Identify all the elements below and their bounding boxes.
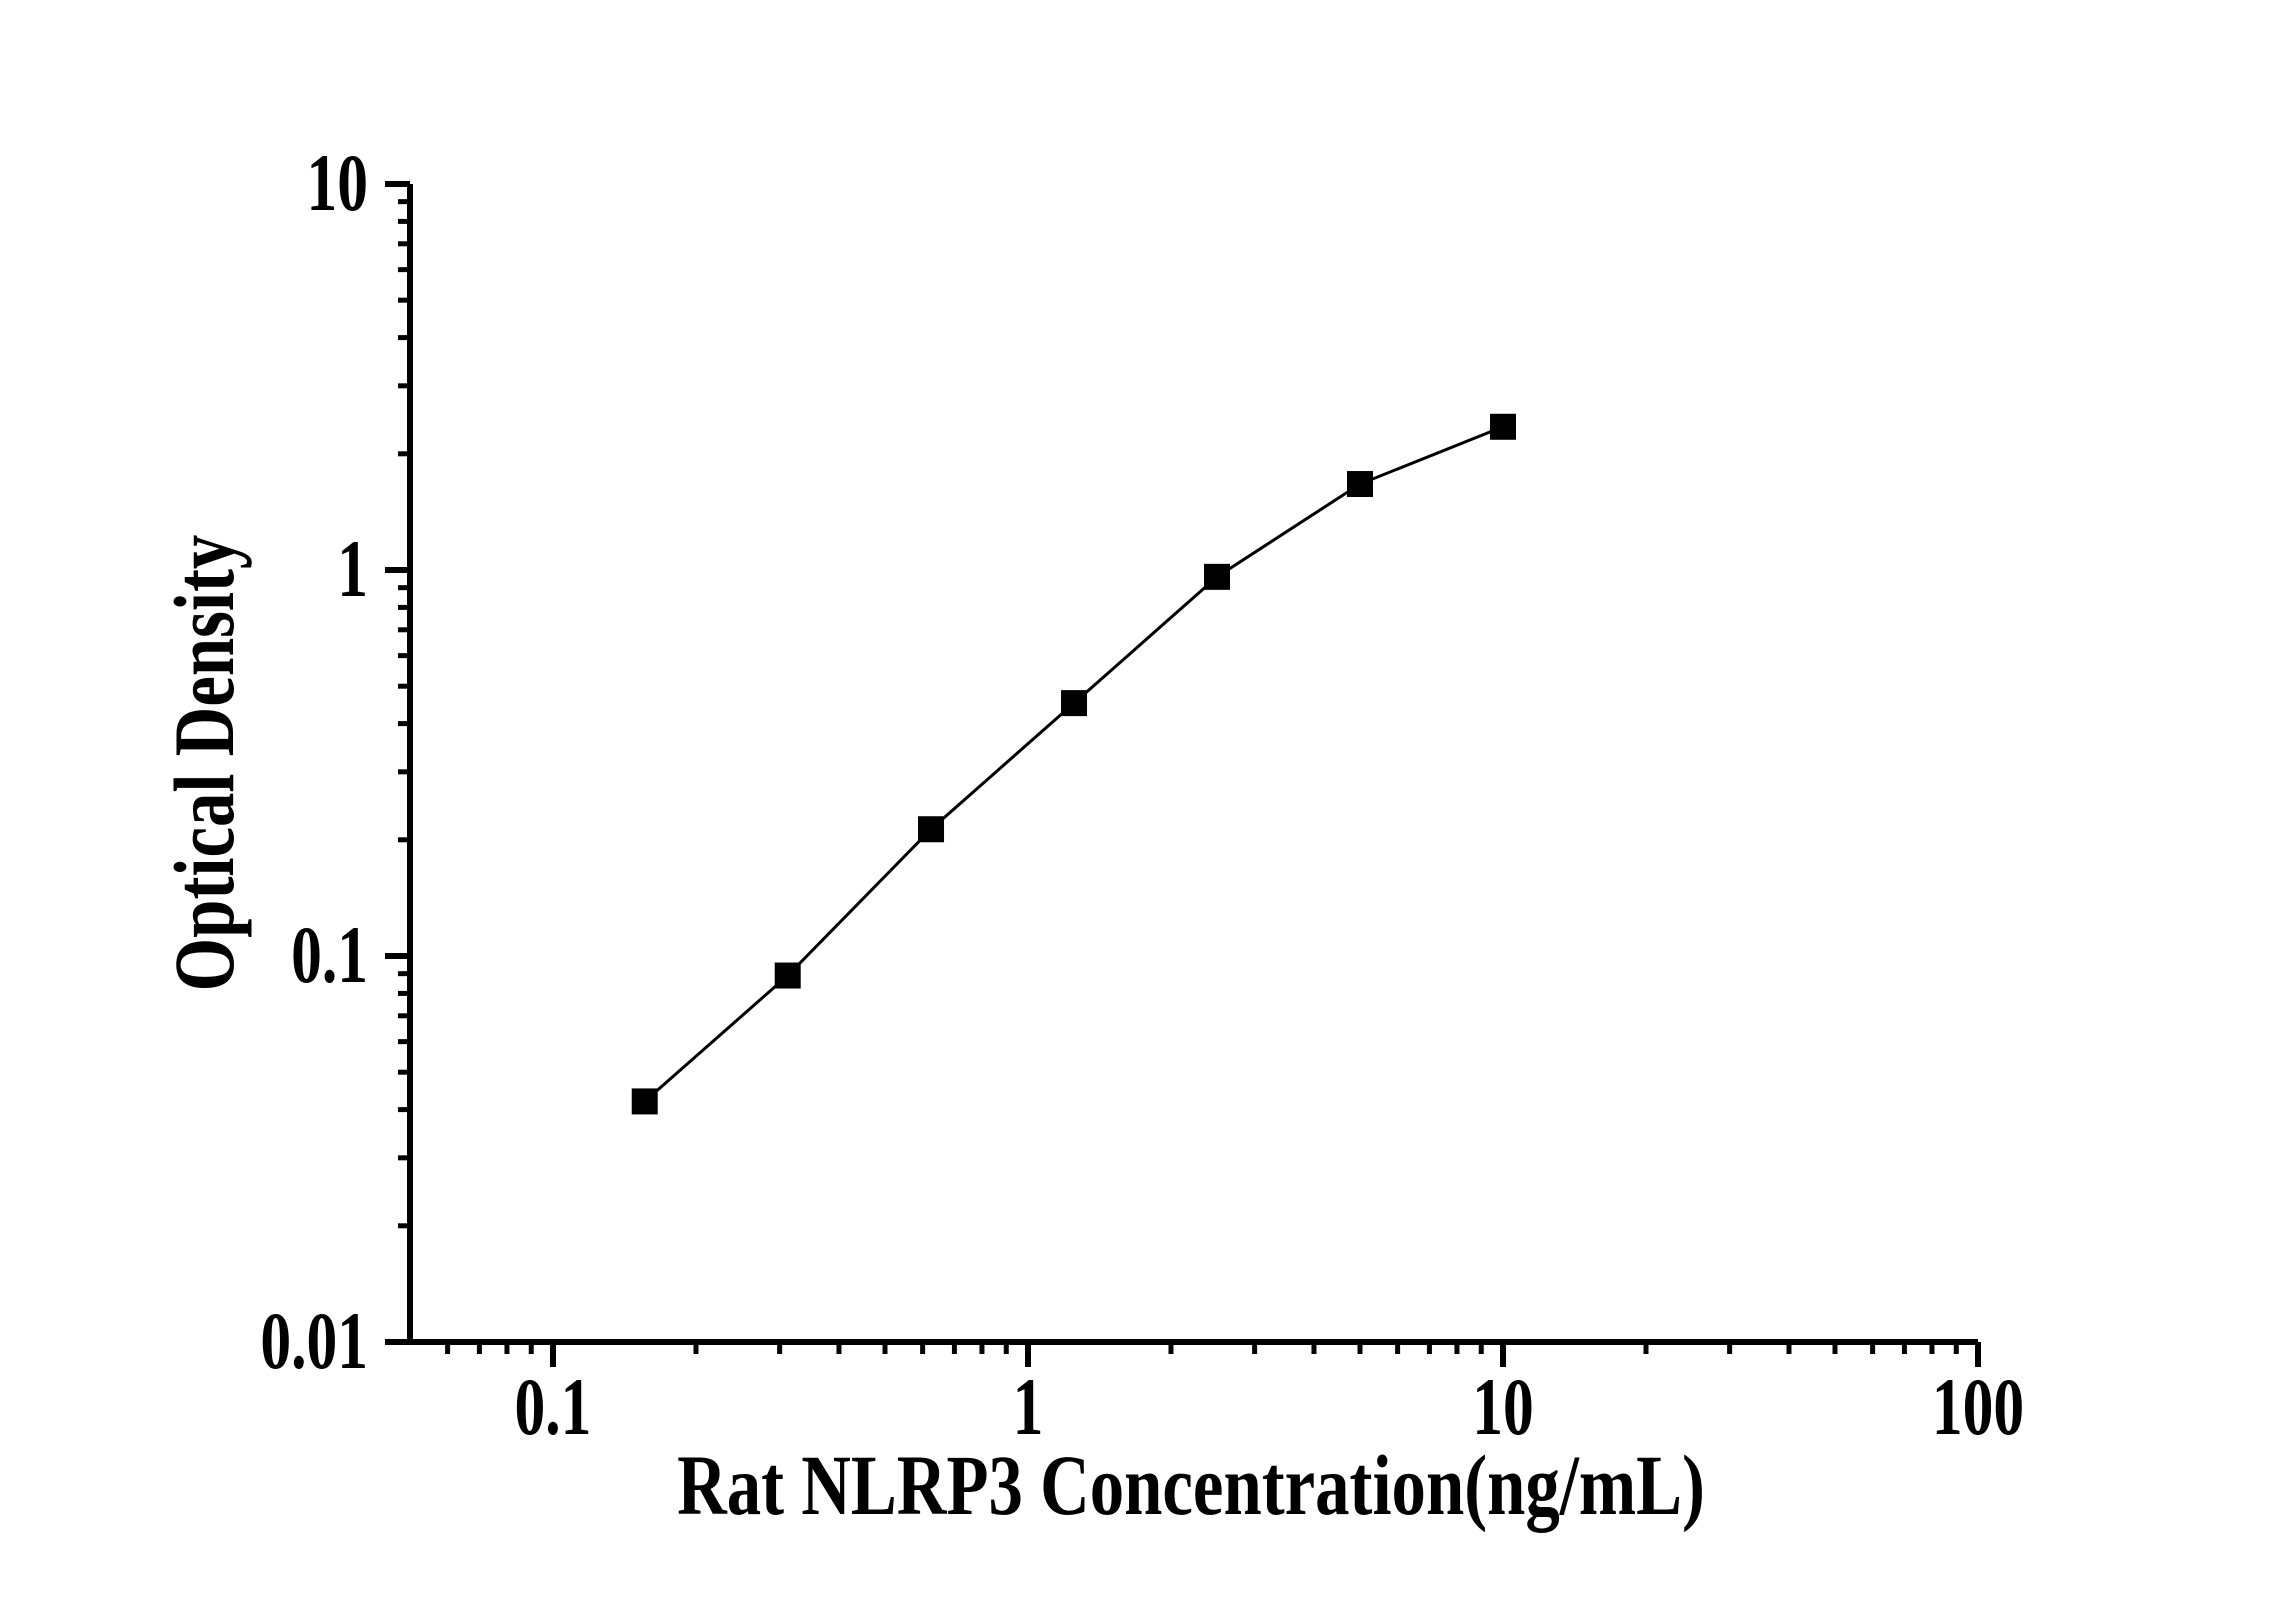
axis-spines bbox=[407, 184, 1978, 1345]
axis-ticks bbox=[385, 181, 1981, 1367]
data-point-marker bbox=[774, 962, 801, 989]
y-tick-label: 0.1 bbox=[291, 908, 368, 1000]
y-axis-title: Optical Density bbox=[157, 535, 252, 992]
data-series bbox=[631, 413, 1516, 1115]
axis-tick-labels: 0.1 1 10 100 0.01 0.1 1 10 bbox=[260, 136, 2024, 1452]
x-tick-label: 10 bbox=[1472, 1360, 1533, 1452]
data-point-marker bbox=[918, 816, 945, 843]
data-point-marker bbox=[1061, 690, 1088, 717]
data-point-marker bbox=[1204, 563, 1231, 590]
series-line bbox=[643, 425, 1504, 1103]
y-tick-label: 0.01 bbox=[260, 1294, 368, 1386]
x-tick-label: 0.1 bbox=[515, 1360, 592, 1452]
data-point-marker bbox=[631, 1088, 658, 1115]
x-tick-label: 1 bbox=[1013, 1360, 1044, 1452]
axes bbox=[407, 184, 1978, 1345]
data-point-marker bbox=[1489, 413, 1516, 440]
data-point-marker bbox=[1347, 471, 1374, 498]
x-tick-label: 100 bbox=[1932, 1360, 2024, 1452]
y-tick-label: 1 bbox=[337, 522, 368, 614]
x-axis-title: Rat NLRP3 Concentration(ng/mL) bbox=[677, 1438, 1705, 1533]
y-tick-label: 10 bbox=[307, 136, 368, 228]
